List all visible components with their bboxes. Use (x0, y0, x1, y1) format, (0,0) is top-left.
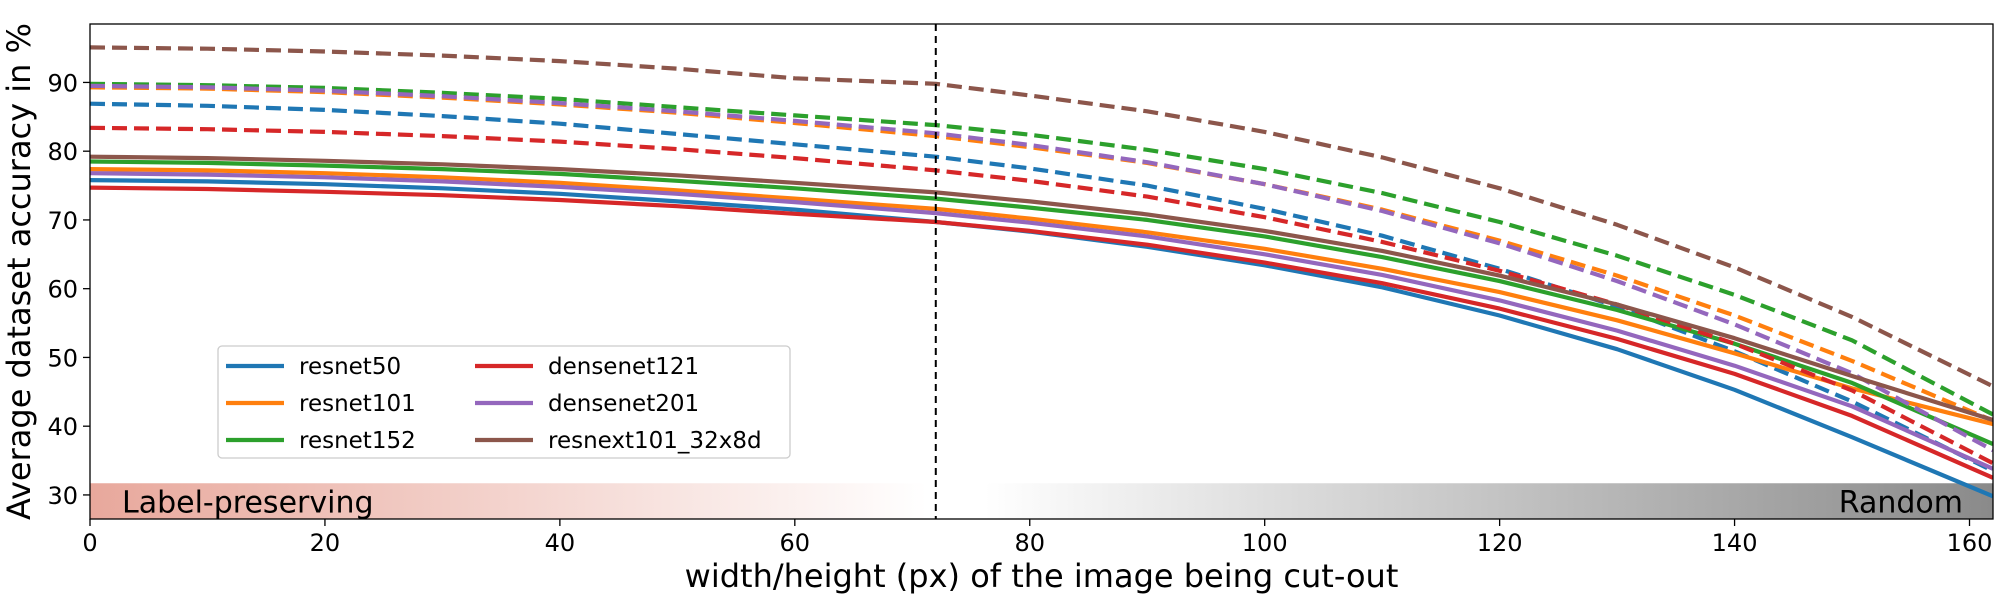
x-tick-label: 100 (1242, 529, 1288, 557)
x-tick-label: 140 (1712, 529, 1758, 557)
series-layer (90, 45, 1993, 499)
series-line-densenet121-dashed (90, 125, 1993, 466)
legend-label-densenet201: densenet201 (548, 391, 699, 417)
band-right-label: Random (1839, 485, 1963, 520)
legend: resnet50 resnet101 resnet152 densenet121 den… (217, 345, 791, 459)
x-tick-label: 60 (780, 529, 811, 557)
x-tick-label: 160 (1947, 529, 1993, 557)
series-line-densenet201-solid (90, 171, 1993, 471)
series-line-densenet201-dashed (90, 83, 1993, 453)
legend-label-resnext101_32x8d: resnext101_32x8d (548, 428, 762, 454)
legend-label-resnet101: resnet101 (299, 391, 416, 417)
x-tick-label: 40 (545, 529, 576, 557)
x-tick-label: 20 (310, 529, 341, 557)
x-tick-label: 80 (1014, 529, 1045, 557)
series-line-resnet152-dashed (90, 81, 1993, 417)
y-tick-label: 60 (47, 276, 78, 304)
y-axis-label: Average dataset accuracy in % (0, 23, 38, 520)
plot-frame (89, 23, 1994, 520)
band-left-label: Label-preserving (122, 485, 374, 520)
label-preserving-to-random-band (90, 483, 1993, 519)
y-tick-label: 80 (47, 138, 78, 166)
series-line-resnet101-solid (90, 167, 1993, 427)
y-tick-label: 70 (47, 207, 78, 235)
series-line-densenet121-solid (90, 185, 1993, 480)
y-tick-label: 40 (47, 413, 78, 441)
series-line-resnext101_32x8d-solid (90, 154, 1993, 423)
x-axis-label: width/height (px) of the image being cut… (685, 557, 1399, 595)
x-tick-label: 0 (82, 529, 97, 557)
legend-label-resnet152: resnet152 (299, 428, 416, 454)
x-axis-ticks: 0 20 40 60 80 100 120 140 160 (82, 519, 1992, 557)
x-tick-label: 120 (1477, 529, 1523, 557)
y-axis-ticks: 30 40 50 60 70 80 90 (47, 69, 90, 510)
legend-label-resnet50: resnet50 (299, 354, 401, 380)
series-line-resnext101_32x8d-dashed (90, 45, 1993, 389)
y-tick-label: 50 (47, 344, 78, 372)
y-tick-label: 30 (47, 482, 78, 510)
legend-label-densenet121: densenet121 (548, 354, 699, 380)
series-line-resnet152-solid (90, 159, 1993, 447)
y-tick-label: 90 (47, 69, 78, 97)
